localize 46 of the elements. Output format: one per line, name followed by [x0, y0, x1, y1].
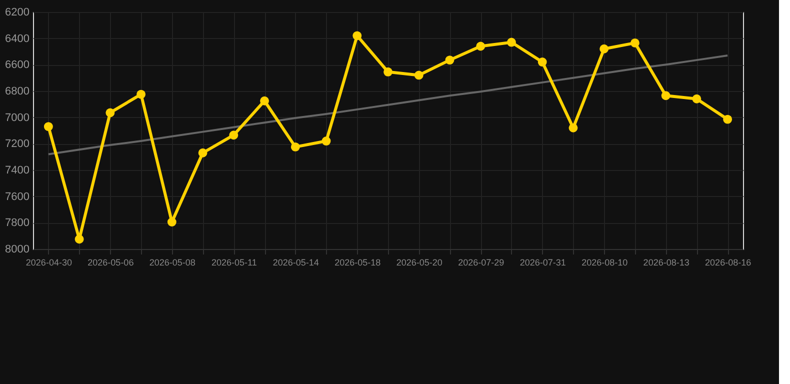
- point: [661, 91, 670, 100]
- point: [74, 234, 84, 244]
- point: [476, 42, 486, 51]
- y-tick-label: 7000: [5, 112, 30, 124]
- x-tick-label: 2026-08-10: [582, 258, 628, 268]
- point: [322, 136, 331, 146]
- point: [414, 70, 424, 80]
- point: [507, 38, 516, 47]
- point: [538, 58, 547, 66]
- x-tick-label: 2026-05-20: [396, 258, 442, 268]
- point: [445, 56, 454, 65]
- y-tick-label: 7600: [5, 190, 30, 203]
- point: [723, 114, 732, 124]
- y-tick-label: 7800: [5, 217, 30, 230]
- y-tick-label: 7400: [5, 164, 30, 176]
- point: [630, 38, 640, 48]
- x-tick-label: 2026-08-13: [643, 258, 690, 268]
- point: [290, 142, 300, 152]
- line-series: [47, 54, 729, 156]
- point: [167, 218, 176, 226]
- x-tick-label: 2026-05-11: [211, 258, 257, 268]
- point: [229, 130, 238, 140]
- y-tick-label: 6800: [5, 86, 30, 98]
- point: [384, 67, 392, 76]
- point: [136, 90, 146, 99]
- x-tick-label: 2026-05-14: [272, 258, 319, 268]
- x-tick-label: 2026-04-30: [26, 258, 72, 268]
- y-tick-label: 6600: [5, 59, 30, 72]
- point: [692, 94, 702, 104]
- x-tick-label: 2026-07-29: [458, 258, 504, 268]
- point: [260, 96, 269, 106]
- y-tick-label: 7200: [5, 138, 30, 150]
- x-tick-label: 2026-05-08: [149, 258, 196, 268]
- y-tick-label: 6200: [5, 6, 30, 18]
- x-tick-label: 2026-05-18: [334, 258, 381, 268]
- x-tick-label: 2026-05-06: [88, 258, 134, 268]
- point: [352, 31, 362, 40]
- point: [106, 108, 115, 118]
- x-tick-label: 2026-08-16: [705, 258, 752, 268]
- point: [44, 122, 53, 132]
- y-tick-label: 8000: [5, 244, 30, 256]
- x-tick-label: 2026-07-31: [520, 258, 566, 268]
- y-tick-label: 6400: [5, 32, 30, 45]
- point: [600, 44, 609, 54]
- point: [568, 123, 578, 132]
- point: [198, 148, 208, 158]
